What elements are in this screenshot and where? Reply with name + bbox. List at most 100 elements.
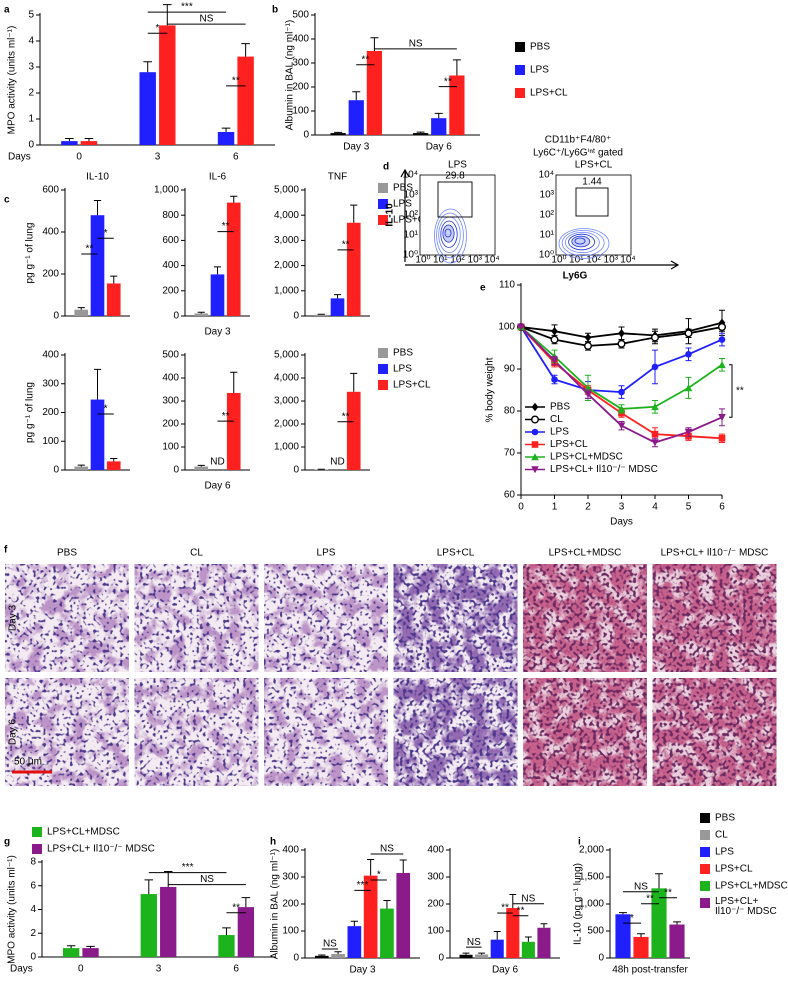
- bar: [459, 954, 473, 958]
- error-bar: [540, 923, 548, 928]
- y-axis-label: % body weight: [485, 357, 496, 422]
- y-tick-label: 1,000: [579, 899, 604, 910]
- y-axis-label: MPO activity (units ml⁻¹): [7, 26, 18, 135]
- error-bar: [333, 294, 342, 299]
- flow-plot: [419, 174, 496, 256]
- bar: [330, 133, 346, 135]
- bar: [380, 908, 394, 958]
- error-bar: [241, 43, 250, 57]
- y-tick-label: 1,000: [154, 185, 179, 196]
- tissue-nuclei: [652, 678, 777, 786]
- contour: [568, 233, 595, 251]
- tissue-nuclei: [5, 678, 129, 786]
- bar: [159, 25, 176, 145]
- legend-label: LPS: [715, 847, 734, 858]
- y-tick-label: 10⁴: [403, 170, 418, 181]
- y-tick-label: 90: [504, 364, 516, 375]
- y-tick-label: 3,000: [274, 396, 299, 407]
- bar: [106, 461, 121, 470]
- y-axis-label: IL-10: [385, 203, 396, 227]
- flow-title: CD11b⁺F4/80⁺: [545, 135, 612, 146]
- legend-swatch: [378, 364, 388, 374]
- data-point: [584, 390, 592, 398]
- error-bar: [318, 954, 326, 956]
- y-axis-label: IL-10 (pg g⁻¹ lung): [573, 863, 584, 945]
- x-tick-label: 10³: [604, 255, 619, 266]
- error-bar: [162, 4, 172, 26]
- y-tick-label: 8: [30, 857, 36, 868]
- data-point: [685, 351, 692, 358]
- data-point: [550, 357, 559, 365]
- y-tick-label: 100: [282, 926, 299, 937]
- y-tick-label: 300: [427, 872, 444, 883]
- bar: [217, 132, 235, 145]
- scale-bar-label: 50 μm: [14, 757, 42, 768]
- contour: [440, 220, 458, 248]
- legend-label: LPS+CL: [393, 215, 431, 226]
- significance-label: NS: [200, 14, 214, 25]
- error-bar: [110, 275, 118, 284]
- significance-label: **: [222, 221, 230, 232]
- bar: [347, 926, 362, 958]
- contour: [434, 208, 467, 264]
- x-axis-label: Day 3: [204, 327, 231, 338]
- y-tick-label: 10¹: [404, 230, 419, 241]
- y-tick-label: 400: [427, 845, 444, 856]
- column-label: LPS+CL+MDSC: [549, 548, 622, 559]
- tissue-nuclei: [264, 678, 388, 786]
- bar: [348, 100, 364, 135]
- y-tick-label: 1,000: [274, 285, 299, 296]
- bar: [237, 56, 254, 145]
- x-tick-label: 10⁴: [484, 255, 499, 266]
- y-tick-label: 0: [53, 465, 59, 476]
- bar: [669, 924, 685, 958]
- x-axis-label: Days: [10, 964, 33, 975]
- error-bar: [334, 951, 342, 954]
- error-bar: [143, 61, 153, 73]
- significance-label: **: [342, 411, 350, 422]
- x-tick-label: 0: [76, 152, 82, 163]
- column-label: PBS: [57, 548, 77, 559]
- significance-label: **: [342, 239, 350, 250]
- y-tick-label: 110: [499, 280, 515, 291]
- x-tick-label: 10¹: [569, 255, 584, 266]
- y-tick-label: 600: [42, 185, 59, 196]
- y-tick-label: 300: [162, 396, 179, 407]
- legend-swatch: [700, 847, 710, 857]
- bar: [194, 466, 209, 470]
- data-point: [718, 361, 726, 369]
- error-bar: [241, 897, 251, 908]
- x-tick-label: Day 3: [349, 965, 376, 976]
- gate: [437, 181, 473, 218]
- y-tick-label: 4: [28, 36, 34, 47]
- error-bar: [350, 920, 358, 927]
- y-tick-label: 200: [42, 269, 59, 280]
- y-tick-label: 10²: [540, 210, 555, 221]
- y-tick-label: 0: [598, 953, 604, 964]
- significance-label: **: [646, 893, 654, 904]
- error-bar: [637, 933, 645, 937]
- bar: [218, 935, 235, 957]
- y-tick-label: 80: [504, 406, 516, 417]
- bar: [314, 955, 329, 958]
- y-tick-label: 10⁴: [539, 170, 554, 181]
- x-axis-label: Days: [8, 152, 31, 163]
- flow-plot-title: LPS: [448, 160, 467, 171]
- x-tick-label: 4: [652, 502, 658, 513]
- column-label: LPS+CL: [437, 548, 475, 559]
- legend-label: LPS+CL+ Il10⁻/⁻ MDSC: [715, 896, 777, 917]
- significance-label: *: [156, 23, 160, 34]
- legend-label: LPS: [530, 65, 549, 76]
- bar: [314, 314, 329, 316]
- y-tick-label: 2,000: [579, 845, 604, 856]
- legend-swatch: [32, 844, 42, 854]
- bar: [431, 118, 447, 135]
- y-tick-label: 0: [28, 140, 34, 151]
- bar: [226, 202, 241, 316]
- error-bar: [230, 371, 238, 393]
- legend-swatch: [378, 183, 388, 193]
- bar: [140, 894, 157, 957]
- error-bar: [197, 464, 205, 467]
- error-bar: [399, 859, 407, 873]
- bar: [506, 908, 520, 958]
